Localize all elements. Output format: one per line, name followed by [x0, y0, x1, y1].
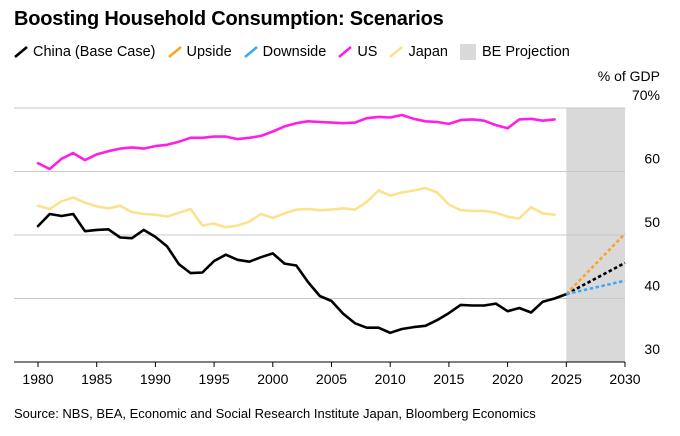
series-line-japan: [36, 186, 556, 229]
legend-swatch-us: [338, 46, 353, 58]
legend-line-japan: [389, 46, 404, 58]
x-tick-label: 2025: [551, 371, 582, 387]
legend-line-china: [14, 46, 28, 58]
x-tick-label: 2015: [433, 371, 464, 387]
x-tick-label: 2000: [257, 371, 288, 387]
legend-swatch-downside: [243, 46, 258, 58]
legend-line-us: [338, 46, 353, 58]
x-tick-label: 1985: [81, 371, 112, 387]
legend-swatch-japan: [389, 46, 404, 58]
legend-label-projection: BE Projection: [481, 44, 570, 60]
x-tick-label: 1990: [140, 371, 171, 387]
y-tick-label: 60: [644, 151, 660, 167]
line-chart: 1980 1985 1990 1995 2000 2005 2010 2015 2020 2025…: [14, 68, 660, 387]
x-tick-label: 2030: [609, 371, 640, 387]
x-tick-label: 2010: [375, 371, 406, 387]
y-axis: 30 40 50 60 70% % of GDP: [598, 68, 660, 357]
legend-item-us: US: [338, 44, 377, 60]
legend-label-us: US: [357, 44, 378, 60]
series-line-us: [36, 113, 556, 171]
series-lines: [36, 113, 626, 335]
series-line-downside: [566, 279, 626, 296]
chart-title: Boosting Household Consumption: Scenario…: [14, 8, 444, 30]
legend-label-downside: Downside: [262, 44, 327, 60]
x-tick-label: 2005: [316, 371, 347, 387]
legend-line-downside: [243, 46, 258, 58]
x-tick-label: 2020: [492, 371, 523, 387]
y-axis-unit-label: % of GDP: [598, 68, 660, 84]
legend-item-upside: Upside: [167, 44, 232, 60]
legend-swatch-upside: [167, 46, 182, 58]
legend-item-projection: BE Projection: [459, 44, 570, 60]
y-tick-label: 50: [644, 214, 660, 230]
legend-item-japan: Japan: [389, 44, 448, 60]
series-line-upside: [565, 232, 626, 296]
series-line-china-base-case-projection: [565, 261, 626, 296]
x-axis: 1980 1985 1990 1995 2000 2005 2010 2015 2020 2025…: [22, 362, 641, 387]
gridlines: [14, 107, 625, 363]
legend-swatch-china: [14, 46, 28, 58]
legend-item-china: China (Base Case): [14, 44, 156, 60]
x-tick-label: 1995: [199, 371, 230, 387]
legend-swatch-projection: [459, 44, 476, 60]
x-tick-label: 1980: [22, 371, 53, 387]
legend-line-upside: [167, 46, 182, 58]
source-note: Source: NBS, BEA, Economic and Social Re…: [14, 406, 536, 421]
y-tick-label: 70%: [632, 87, 660, 103]
legend-label-upside: Upside: [186, 44, 232, 60]
chart-legend: China (Base Case) Upside Downside US Jap…: [14, 42, 582, 62]
legend-item-downside: Downside: [243, 44, 327, 60]
legend-label-japan: Japan: [408, 44, 448, 60]
y-tick-label: 40: [644, 278, 660, 294]
series-line-china-base-case: [36, 212, 568, 335]
y-tick-label: 30: [644, 341, 660, 357]
legend-label-china: China (Base Case): [33, 44, 156, 60]
